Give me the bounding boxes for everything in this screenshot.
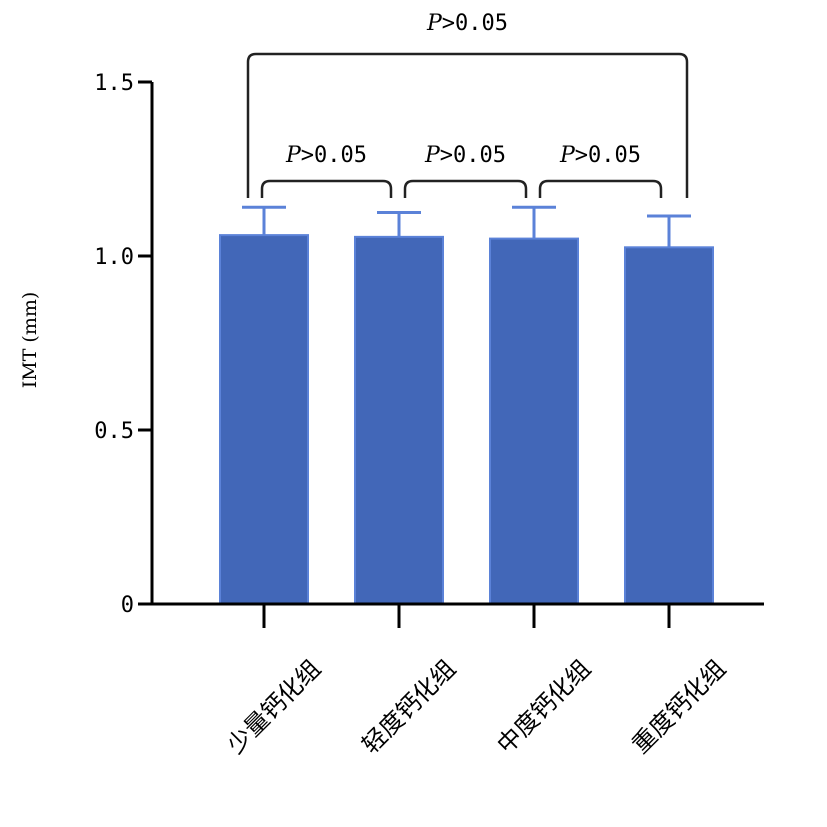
x-tick-label: 重度钙化组 [627, 654, 732, 759]
y-tick-label: 0.5 [94, 419, 134, 444]
x-tick-label: 中度钙化组 [492, 654, 597, 759]
significance-bracket-3: P>0.05 [538, 143, 663, 198]
x-ticks: 少量钙化组 轻度钙化组 中度钙化组 重度钙化组 [222, 604, 732, 759]
error-bar-4 [647, 214, 691, 248]
significance-brackets: P>0.05 P>0.05 P>0.05 P>0.05 [246, 11, 689, 198]
y-axis-label: IMT (mm) [19, 292, 41, 389]
error-bar-1 [242, 205, 286, 236]
y-tick-label: 0 [121, 593, 134, 618]
error-bar-2 [377, 211, 421, 237]
y-tick-label: 1.0 [94, 245, 134, 270]
bar-3 [489, 237, 579, 605]
error-bar-3 [512, 205, 556, 239]
significance-bracket-4: P>0.05 [246, 11, 689, 198]
bar-2 [354, 235, 444, 606]
bars [219, 234, 714, 606]
x-tick-label: 轻度钙化组 [357, 654, 462, 759]
p-value-label: P>0.05 [426, 11, 508, 36]
significance-bracket-2: P>0.05 [403, 143, 528, 198]
error-bars [242, 205, 691, 248]
y-tick-label: 1.5 [94, 71, 134, 96]
significance-bracket-1: P>0.05 [260, 143, 393, 198]
axes [150, 82, 764, 606]
bar-1 [219, 234, 309, 605]
x-tick-label: 少量钙化组 [222, 654, 327, 759]
p-value-label: P>0.05 [559, 143, 641, 168]
y-ticks: 0 0.5 1.0 1.5 [94, 71, 152, 618]
p-value-label: P>0.05 [424, 143, 506, 168]
bar-4 [624, 246, 714, 606]
p-value-label: P>0.05 [285, 143, 367, 168]
